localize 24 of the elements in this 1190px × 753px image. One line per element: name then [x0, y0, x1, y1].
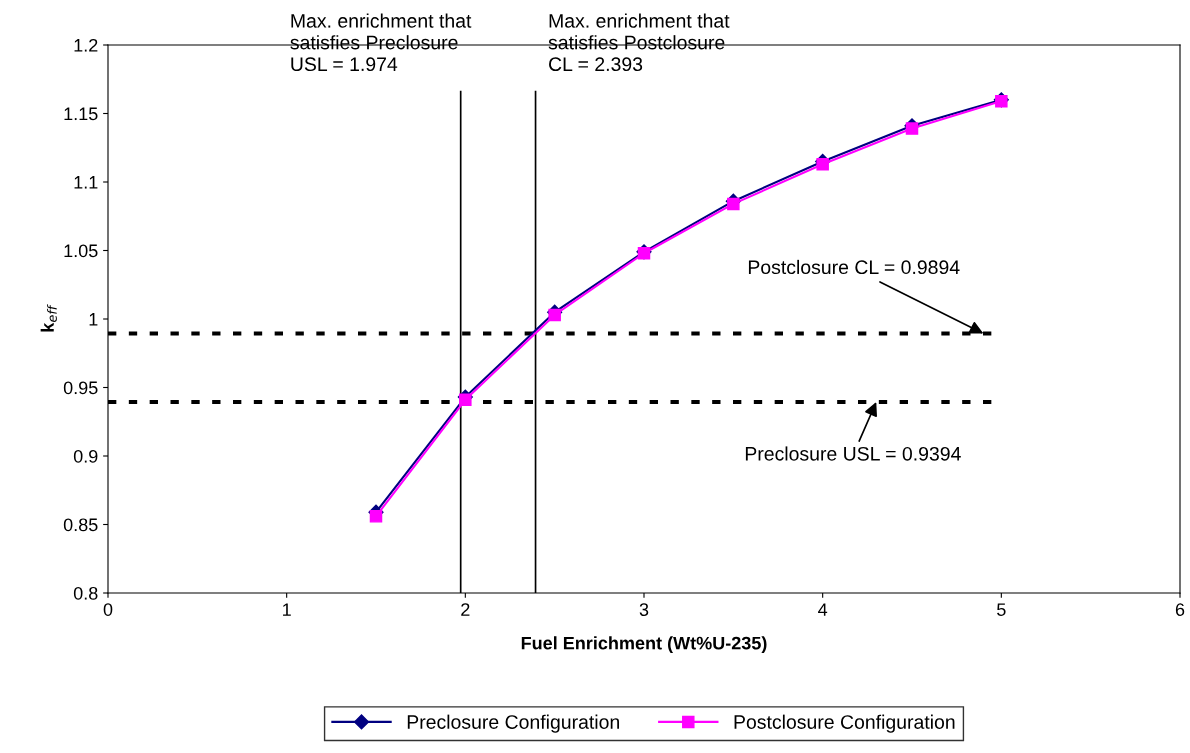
x-tick-label: 1 — [283, 603, 291, 616]
y-tick-label: 1.15 — [64, 107, 98, 121]
y-tick-label: 1.1 — [74, 176, 98, 189]
y-tick-label: 1.2 — [74, 38, 98, 52]
x-tick-label: 5 — [997, 603, 1006, 616]
annotation: Max. enrichment that satisfies Preclosure USL = 1.974 — [290, 13, 472, 72]
annotation: Max. enrichment that satisfies Postclosure CL = 2.393 — [548, 13, 730, 72]
x-tick-label: 3 — [639, 603, 649, 616]
x-tick-label: 4 — [818, 603, 828, 616]
y-tick-label: 0.95 — [63, 381, 98, 395]
annotation: Preclosure USL = 0.9394 — [745, 446, 961, 461]
y-axis-title: k$_{eff}$ — [40, 304, 57, 332]
x-tick-label: 6 — [1175, 603, 1185, 616]
y-tick-label: 0.8 — [73, 586, 98, 600]
x-tick-label: 2 — [461, 603, 470, 616]
x-tick-label: 0 — [103, 603, 113, 616]
y-tick-label: 0.85 — [63, 518, 98, 532]
y-tick-label: 0.9 — [73, 449, 98, 463]
y-tick-label: 1 — [89, 313, 98, 326]
legend-label: Preclosure Configuration — [407, 714, 619, 733]
legend-label: Postclosure Configuration — [734, 714, 955, 733]
y-tick-label: 1.05 — [64, 244, 98, 258]
x-axis-title: Fuel Enrichment (Wt%U-235) — [521, 636, 767, 654]
annotation: Postclosure CL = 0.9894 — [748, 259, 960, 275]
